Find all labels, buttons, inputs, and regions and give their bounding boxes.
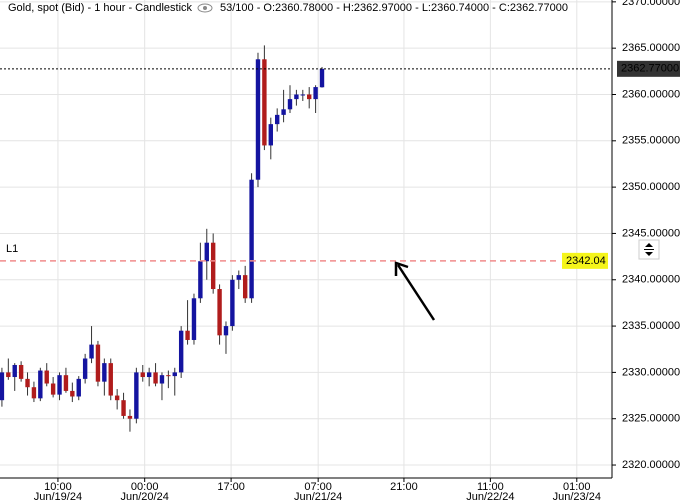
candle-body xyxy=(108,363,113,396)
ohlc-info: 53/100 - O:2360.78000 - H:2362.97000 - L… xyxy=(220,2,568,14)
candle-body xyxy=(230,279,235,327)
candle-body xyxy=(76,378,81,397)
x-tick-label: 10:00 xyxy=(44,481,72,493)
candle-body xyxy=(319,68,325,88)
candle-body xyxy=(172,372,177,377)
candle-body xyxy=(274,114,280,125)
candle-body xyxy=(242,275,248,299)
x-tick-date: Jun/22/24 xyxy=(466,491,514,503)
grid xyxy=(0,0,612,478)
level-tool-icon[interactable] xyxy=(638,239,660,260)
candle-body xyxy=(25,378,30,388)
candle-body xyxy=(191,298,197,340)
y-tick-label: 2345.00000 xyxy=(622,227,680,239)
candle-body xyxy=(6,372,11,378)
candle-body xyxy=(204,242,209,262)
y-tick-label: 2360.00000 xyxy=(622,88,680,100)
candle-body xyxy=(236,275,241,280)
x-tick-label: 21:00 xyxy=(390,481,418,493)
candle-body xyxy=(63,375,69,391)
candle-body xyxy=(134,372,139,419)
candle-body xyxy=(38,370,43,399)
candle-body xyxy=(217,289,222,336)
candle-body xyxy=(300,94,305,96)
eye-icon[interactable] xyxy=(197,3,213,13)
y-tick-label: 2355.00000 xyxy=(622,135,680,147)
candle-body xyxy=(140,372,145,378)
candle-body xyxy=(287,99,293,110)
candle-body xyxy=(114,395,120,401)
candle-body xyxy=(294,94,299,100)
x-tick-label: 07:00 xyxy=(304,481,332,493)
candle-body xyxy=(102,363,107,382)
x-tick-date: Jun/19/24 xyxy=(34,491,82,503)
candle-body xyxy=(44,370,49,384)
candle-body xyxy=(178,330,184,373)
x-tick-date: Jun/23/24 xyxy=(553,491,601,503)
y-tick-label: 2370.00000 xyxy=(622,0,680,8)
x-tick-date: Jun/21/24 xyxy=(294,491,342,503)
candle-body xyxy=(255,59,261,180)
x-tick-label: 01:00 xyxy=(563,481,591,493)
candle-body xyxy=(281,109,286,115)
annotation-arrowhead xyxy=(394,261,409,276)
candle-body xyxy=(268,124,273,146)
y-tick-label: 2335.00000 xyxy=(622,320,680,332)
plot xyxy=(0,45,325,432)
candle-body xyxy=(307,94,312,100)
level-label: 2342.04 xyxy=(566,255,606,267)
x-tick-label: 17:00 xyxy=(217,481,245,493)
level-name: L1 xyxy=(6,243,18,255)
y-tick-label: 2340.00000 xyxy=(622,274,680,286)
candle-body xyxy=(50,383,56,395)
y-tick-label: 2350.00000 xyxy=(622,181,680,193)
last-price-label: 2362.77000 xyxy=(621,63,679,75)
candle-body xyxy=(313,87,318,100)
candle-body xyxy=(70,390,75,397)
candle-body xyxy=(159,375,165,384)
candle-body xyxy=(153,372,158,384)
candle-body xyxy=(262,59,267,146)
candle-body xyxy=(82,358,88,379)
x-tick-date: Jun/20/24 xyxy=(121,491,169,503)
candle-body xyxy=(127,415,133,419)
candle-body xyxy=(57,375,62,395)
last-price-bg xyxy=(617,60,680,77)
candle-body xyxy=(166,375,171,377)
candle-body xyxy=(198,261,203,299)
candle-body xyxy=(95,344,101,382)
candle-body xyxy=(249,179,254,299)
candle-body xyxy=(185,330,190,340)
y-tick-label: 2365.00000 xyxy=(622,42,680,54)
x-tick-label: 11:00 xyxy=(477,481,504,493)
candle-body xyxy=(18,364,24,379)
candle-body xyxy=(146,372,152,378)
x-tick-label: 00:00 xyxy=(131,481,159,493)
candle-body xyxy=(0,372,5,401)
candle-body xyxy=(12,364,17,378)
candle-body xyxy=(89,344,94,359)
level-label-bg xyxy=(562,252,608,269)
candle-body xyxy=(31,387,37,399)
candle-body xyxy=(223,326,229,336)
annotation-arrow[interactable] xyxy=(396,264,436,321)
chart-title: Gold, spot (Bid) - 1 hour - Candlestick xyxy=(8,2,193,14)
candle-body xyxy=(210,242,216,290)
y-tick-label: 2320.00000 xyxy=(622,459,680,471)
y-tick-label: 2325.00000 xyxy=(622,413,680,425)
y-tick-label: 2330.00000 xyxy=(622,366,680,378)
candle-body xyxy=(121,400,126,416)
